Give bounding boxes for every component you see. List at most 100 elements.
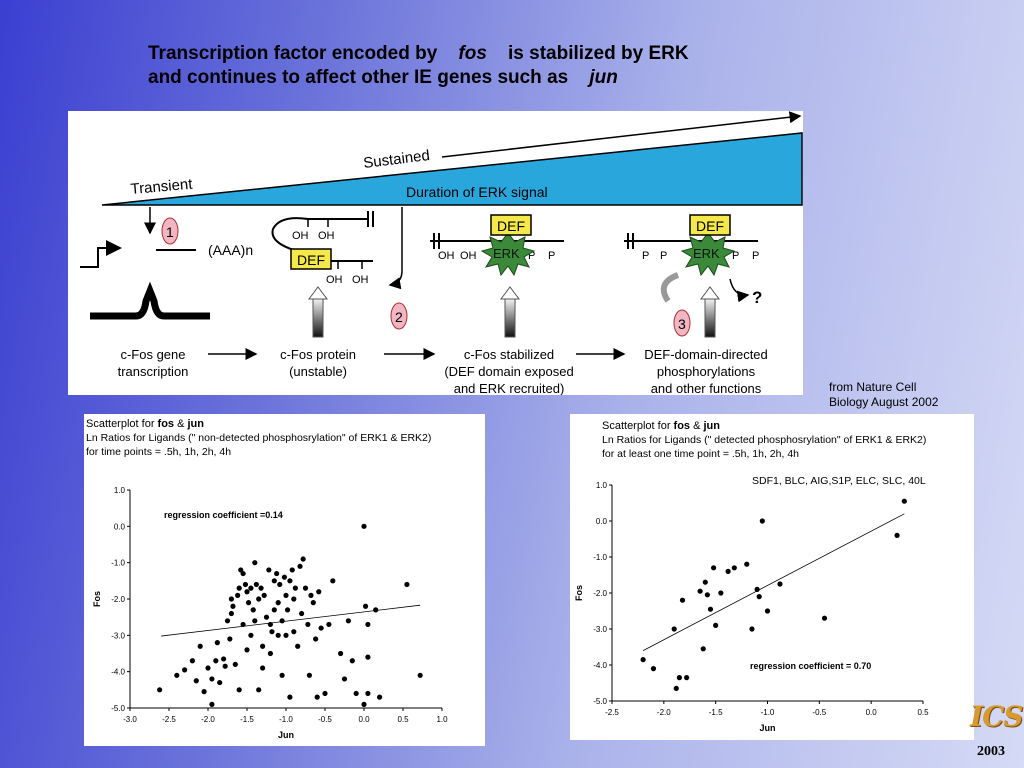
sustained-down-arrow xyxy=(388,207,403,290)
stage-1-caption: c-Fos gene xyxy=(120,347,185,362)
plot1-data-point xyxy=(313,636,319,642)
plot1-data-point xyxy=(305,621,311,628)
plot1-data-point xyxy=(275,632,281,638)
plot2-y-tick-label: 1.0 xyxy=(596,481,608,490)
title-line-2: and continues to affect other IE genes s… xyxy=(148,66,828,90)
plot1-data-point xyxy=(279,618,285,624)
up-arrow-icon xyxy=(500,286,520,338)
ics-logo: ICS xyxy=(970,700,1024,733)
erk-duration-band xyxy=(101,132,803,206)
plot1-data-point xyxy=(269,629,275,635)
plot1-data-point xyxy=(193,678,199,684)
plot1-data-point xyxy=(189,658,195,664)
def-label: DEF xyxy=(297,252,325,268)
plot2-x-tick-label: -1.5 xyxy=(709,708,723,717)
plot1-data-point xyxy=(291,629,297,635)
plot1-data-point xyxy=(201,689,207,695)
plot1-data-point xyxy=(314,694,320,700)
plot2-chart-area: -2.5 -2.0 -1.5 -1.0 -0.5 0.0 0.5 1.0 0.0 -1.0 -2.0… xyxy=(574,481,929,733)
erk-label: ERK xyxy=(493,246,520,261)
oh-label: OH xyxy=(460,250,477,262)
plot2-y-tick-label: -4.0 xyxy=(593,661,607,670)
plot1-x-tick-label: -1.5 xyxy=(240,715,254,724)
plot1-data-point xyxy=(235,592,241,598)
plot2-ligand-list: SDF1, BLC, AIG,S1P, ELC, SLC, 40L xyxy=(752,475,926,487)
plot2-y-axis-label: Fos xyxy=(574,585,584,601)
plot2-x-tick-label: -2.5 xyxy=(605,708,619,717)
plot1-data-point xyxy=(245,600,252,606)
plot2-data-point xyxy=(700,646,706,652)
plot1-data-point xyxy=(236,687,242,693)
plot1-data-point xyxy=(283,632,289,638)
def-label: DEF xyxy=(497,218,525,234)
question-mark: ? xyxy=(752,288,762,307)
plot1-data-point xyxy=(349,658,355,664)
plot1-data-point xyxy=(248,632,254,638)
phospho-label: P xyxy=(528,250,535,262)
plot1-timepoints: for time points = .5h, 1h, 2h, 4h xyxy=(86,446,231,458)
plot2-x-tick-label: -0.5 xyxy=(812,708,826,717)
plot1-data-point xyxy=(417,672,423,678)
plot2-data-point xyxy=(713,622,719,628)
plot1-data-point xyxy=(302,585,309,591)
plot2-data-point xyxy=(650,666,657,672)
stage-4-caption: DEF-domain-directed xyxy=(644,347,768,362)
plot2-timepoints: for at least one time point = .5h, 1h, 2… xyxy=(602,448,799,460)
plot1-x-axis-label: Jun xyxy=(278,730,294,740)
plot1-data-point xyxy=(291,596,297,602)
plot1-data-point xyxy=(295,643,301,649)
plot2-y-tick-label: -5.0 xyxy=(593,697,607,706)
title-line-1: Transcription factor encoded by fos is s… xyxy=(148,42,828,66)
stage-1-caption: transcription xyxy=(118,364,189,379)
plot2-data-point xyxy=(710,565,717,571)
erk-kinase-icon xyxy=(480,232,536,277)
scatterplot-detected: Scatterplot for fos & jun Ln Ratios for … xyxy=(570,414,974,740)
plot1-data-point xyxy=(361,523,367,529)
label-sustained: Sustained xyxy=(362,147,430,172)
plot1-data-point xyxy=(217,679,223,686)
def-domain-box xyxy=(689,214,731,236)
plot2-data-point xyxy=(671,626,677,632)
title-text: is stabilized by ERK xyxy=(508,43,689,64)
title-gene-jun: jun xyxy=(589,67,618,88)
plot1-y-tick-label: 0.0 xyxy=(114,522,126,531)
plot1-regression-line xyxy=(161,604,421,637)
plot1-data-point xyxy=(292,585,298,591)
plot1-data-point xyxy=(365,621,371,628)
plot1-data-point xyxy=(341,676,348,682)
plot1-data-point xyxy=(240,570,246,577)
phospho-label: P xyxy=(642,250,649,262)
plot1-data-point xyxy=(287,578,293,584)
step-3-marker xyxy=(673,309,691,337)
title-text: and continues to affect other IE genes s… xyxy=(148,67,569,88)
label-transient: Transient xyxy=(130,176,194,198)
up-arrow-icon xyxy=(700,286,720,338)
plot1-data-point xyxy=(299,610,305,617)
erk-kinase-icon xyxy=(680,232,736,277)
oh-label: OH xyxy=(326,274,343,286)
plot2-data-point xyxy=(640,657,646,663)
plot1-data-point xyxy=(274,570,280,577)
polya-label: (AAA)n xyxy=(208,242,253,258)
plot2-data-point xyxy=(759,518,765,524)
plot1-data-point xyxy=(322,690,328,697)
plot2-data-point xyxy=(679,597,686,603)
source-credit: from Nature Cell Biology August 2002 xyxy=(829,380,938,410)
scatterplot-non-detected: Scatterplot for fos & jun Ln Ratios for … xyxy=(84,414,485,746)
plot1-data-point xyxy=(174,672,180,678)
plot1-data-point xyxy=(213,658,219,664)
plot1-y-tick-label: 1.0 xyxy=(114,486,126,495)
plot1-data-point xyxy=(266,567,272,573)
def-label: DEF xyxy=(696,218,724,234)
plot1-data-point xyxy=(222,663,228,669)
plot1-data-point xyxy=(306,672,312,678)
plot1-data-point xyxy=(258,585,264,591)
plot1-data-point xyxy=(377,694,383,700)
transcription-peak-icon xyxy=(90,281,210,320)
plot1-data-point xyxy=(209,676,215,682)
plot1-data-point xyxy=(227,636,233,642)
plot1-data-point xyxy=(289,567,295,573)
step-1-label: 1 xyxy=(166,224,174,240)
plot1-x-tick-label: 0.5 xyxy=(397,715,409,724)
plot1-data-point xyxy=(205,665,211,671)
